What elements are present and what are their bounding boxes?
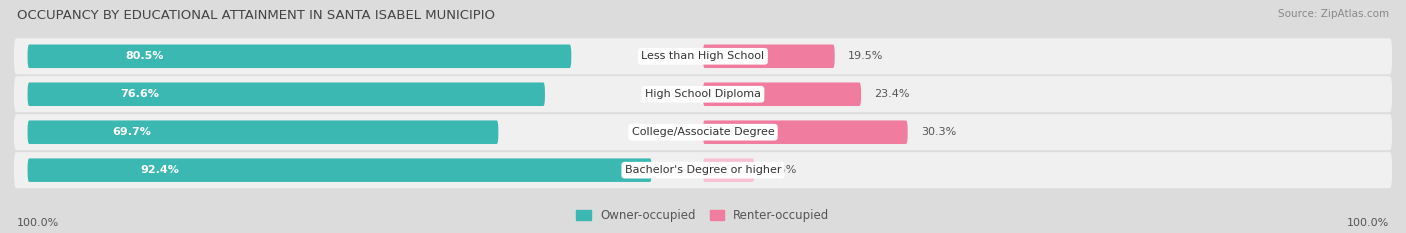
Text: 23.4%: 23.4% [875,89,910,99]
FancyBboxPatch shape [703,158,755,182]
Text: 7.6%: 7.6% [768,165,796,175]
FancyBboxPatch shape [28,158,651,182]
Text: OCCUPANCY BY EDUCATIONAL ATTAINMENT IN SANTA ISABEL MUNICIPIO: OCCUPANCY BY EDUCATIONAL ATTAINMENT IN S… [17,9,495,22]
FancyBboxPatch shape [14,38,1392,74]
FancyBboxPatch shape [28,82,546,106]
Text: 76.6%: 76.6% [121,89,159,99]
Text: Bachelor's Degree or higher: Bachelor's Degree or higher [624,165,782,175]
FancyBboxPatch shape [703,82,860,106]
Text: Source: ZipAtlas.com: Source: ZipAtlas.com [1278,9,1389,19]
Legend: Owner-occupied, Renter-occupied: Owner-occupied, Renter-occupied [572,205,834,227]
FancyBboxPatch shape [703,120,908,144]
FancyBboxPatch shape [14,152,1392,188]
Text: College/Associate Degree: College/Associate Degree [631,127,775,137]
Text: 100.0%: 100.0% [1347,218,1389,228]
FancyBboxPatch shape [14,76,1392,112]
FancyBboxPatch shape [28,45,571,68]
Text: 92.4%: 92.4% [141,165,179,175]
Text: 19.5%: 19.5% [848,51,883,61]
FancyBboxPatch shape [28,120,498,144]
Text: High School Diploma: High School Diploma [645,89,761,99]
Text: 80.5%: 80.5% [125,51,165,61]
Text: Less than High School: Less than High School [641,51,765,61]
Text: 69.7%: 69.7% [112,127,152,137]
FancyBboxPatch shape [703,45,835,68]
Text: 100.0%: 100.0% [17,218,59,228]
FancyBboxPatch shape [14,114,1392,150]
Text: 30.3%: 30.3% [921,127,956,137]
